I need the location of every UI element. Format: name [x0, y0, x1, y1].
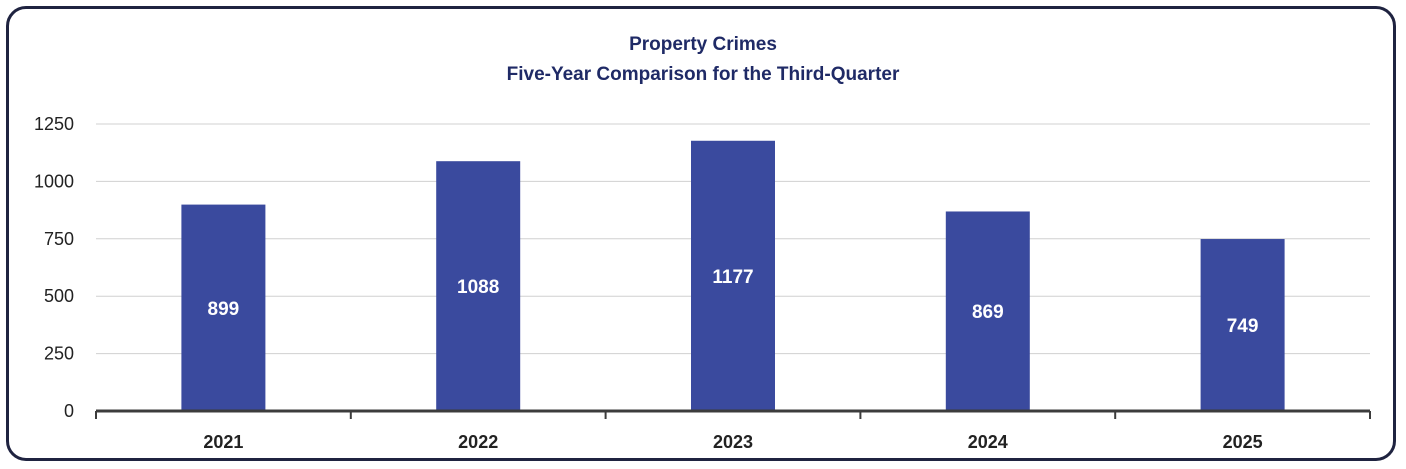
- x-tick-label-2025: 2025: [1223, 432, 1263, 452]
- data-labels: 899 1088 1177 869 749: [208, 267, 1259, 337]
- data-label-2021: 899: [208, 299, 240, 320]
- x-tick-label-2023: 2023: [713, 432, 753, 452]
- bar-2024: [945, 211, 1030, 411]
- chart-subtitle: Five-Year Comparison for the Third-Quart…: [507, 64, 900, 85]
- y-tick-label: 1250: [34, 114, 74, 134]
- x-tick-label-2022: 2022: [458, 432, 498, 452]
- y-axis-ticks: 0 250 500 750 1000 1250: [34, 114, 74, 421]
- bars: [181, 140, 1285, 411]
- x-tick-label-2021: 2021: [203, 432, 243, 452]
- chart-title: Property Crimes: [629, 34, 777, 55]
- y-tick-label: 250: [44, 344, 74, 364]
- y-tick-label: 0: [64, 401, 74, 421]
- y-tick-label: 1000: [34, 171, 74, 191]
- data-label-2023: 1177: [712, 267, 753, 288]
- bar-2022: [436, 161, 521, 411]
- data-label-2025: 749: [1227, 316, 1259, 337]
- bar-2023: [691, 140, 775, 411]
- x-axis-ticks: 2021 2022 2023 2024 2025: [203, 432, 1262, 452]
- bar-2021: [181, 204, 266, 411]
- bar-2025: [1200, 239, 1285, 411]
- data-label-2024: 869: [972, 302, 1004, 323]
- data-label-2022: 1088: [457, 277, 499, 298]
- y-tick-label: 500: [44, 286, 74, 306]
- x-axis: [95, 409, 1371, 419]
- x-tick-label-2024: 2024: [968, 432, 1008, 452]
- y-tick-label: 750: [44, 229, 74, 249]
